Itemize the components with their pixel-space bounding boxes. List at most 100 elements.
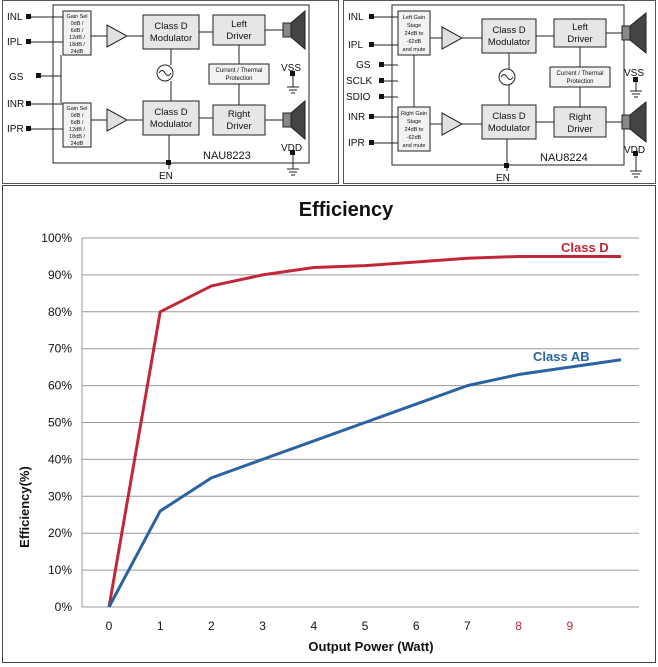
chip-name: NAU8224 — [540, 152, 588, 164]
y-tick-label: 20% — [48, 526, 72, 540]
pin-label-vss: VSS — [624, 68, 644, 79]
left-driver-label: Driver — [567, 34, 592, 45]
sine-wave-icon — [158, 70, 172, 76]
right-gain-line: Stage — [407, 119, 421, 125]
pin-label-gs: GS — [356, 60, 371, 71]
wiring — [29, 16, 294, 169]
y-tick-label: 0% — [55, 600, 73, 614]
right-driver-label: Right — [228, 109, 251, 120]
gain-top-line: 18dB / — [69, 42, 85, 48]
pin-label-sdio: SDIO — [346, 92, 371, 103]
protection-label: Protection — [566, 79, 593, 85]
protection-label: Current / Thermal — [557, 71, 604, 77]
x-tick-label: 0 — [106, 619, 113, 633]
modulator-bottom-label: Class D — [492, 111, 525, 122]
protection-label: Protection — [225, 76, 252, 82]
pin-label-ipl: IPL — [7, 37, 22, 48]
gain-bottom-line: 6dB / — [71, 120, 84, 126]
sine-wave-icon — [500, 74, 514, 80]
right-gain-line: 24dB to — [405, 127, 424, 133]
protection-label: Current / Thermal — [216, 68, 263, 74]
left-driver-label: Driver — [226, 31, 251, 42]
y-tick-label: 80% — [48, 305, 72, 319]
chip-name: NAU8223 — [203, 150, 251, 162]
left-gain-line: 24dB to — [405, 31, 424, 37]
efficiency-chart-panel: Efficiency 0% 10% 20% 30% 40% 50% 60% 70% 80% 90%… — [2, 185, 656, 663]
pin-label-inr: INR — [348, 112, 365, 123]
modulator-bottom-label: Modulator — [150, 119, 192, 130]
nau8223-diagram-svg: Gain Sel 0dB / 6dB / 12dB / 18dB / 24dB … — [7, 4, 310, 182]
series-label-class-d: Class D — [561, 240, 609, 255]
left-gain-line: Left Gain — [403, 15, 425, 21]
modulator-top-label: Modulator — [150, 33, 192, 44]
class-d-modulator-bottom-block — [481, 104, 537, 140]
y-tick-label: 40% — [48, 452, 72, 466]
gain-bottom-line: 18dB / — [69, 134, 85, 140]
pin-label-sclk: SCLK — [346, 76, 372, 87]
x-axis-label: Output Power (Watt) — [308, 639, 433, 654]
gain-bottom-line: 24dB — [71, 141, 84, 147]
gain-bottom-line: 0dB / — [71, 113, 84, 119]
right-gain-line: Right Gain — [401, 111, 427, 117]
y-tick-label: 10% — [48, 563, 72, 577]
pin-label-ipr: IPR — [7, 124, 24, 135]
pin-label-en: EN — [496, 173, 510, 183]
y-tick-label: 100% — [41, 231, 72, 245]
pin-label-vss: VSS — [281, 63, 301, 74]
wiring — [372, 16, 637, 171]
series-line-class-ab — [107, 358, 622, 608]
left-driver-label: Left — [572, 22, 588, 33]
y-tick-label: 60% — [48, 379, 72, 393]
x-tick-label: 3 — [259, 619, 266, 633]
y-tick-label: 90% — [48, 268, 72, 282]
pin-label-vdd: VDD — [624, 145, 645, 156]
chart-title: Efficiency — [299, 199, 394, 221]
speaker-top-icon — [621, 11, 647, 55]
x-tick-label: 2 — [208, 619, 215, 633]
right-driver-label: Driver — [567, 124, 592, 135]
gain-select-top-block — [62, 10, 92, 56]
efficiency-chart: Efficiency 0%10%20%30%40%50%60%70%80%90%… — [17, 199, 639, 654]
x-tick-label: 5 — [362, 619, 369, 633]
right-gain-line: and mute — [403, 143, 426, 149]
pin-label-gs: GS — [9, 72, 24, 83]
x-tick-label: 6 — [413, 619, 420, 633]
pin-label-ipl: IPL — [348, 40, 363, 51]
gain-top-line: Gain Sel — [66, 14, 87, 20]
y-axis-ticks: 0% 10% 20% 30% 40% 50% 60% 70% 80% 90% 100% — [41, 231, 72, 614]
right-driver-label: Driver — [226, 121, 251, 132]
speaker-bottom-icon — [621, 100, 647, 144]
speaker-bottom-icon — [282, 99, 306, 141]
left-driver-block — [212, 14, 266, 46]
y-axis-label: Efficiency(%) — [17, 466, 32, 548]
x-tick-label: 9 — [566, 619, 573, 633]
nau8224-diagram-svg: Left Gain Stage 24dB to -62dB and mute R… — [346, 4, 647, 184]
series-line-class-d — [107, 254, 621, 608]
y-tick-label: 70% — [48, 342, 72, 356]
y-tick-label: 30% — [48, 489, 72, 503]
series-labels: Class D Class AB — [533, 240, 609, 364]
modulator-bottom-label: Modulator — [488, 123, 530, 134]
right-gain-line: -62dB — [407, 135, 422, 141]
x-tick-label: 4 — [310, 619, 317, 633]
class-d-modulator-top-block — [142, 14, 200, 50]
gain-bottom-line: Gain Sel — [66, 106, 87, 112]
pin-label-inl: INL — [7, 12, 23, 23]
pin-label-en: EN — [159, 171, 173, 182]
gain-top-line: 12dB / — [69, 35, 85, 41]
left-gain-line: Stage — [407, 23, 421, 29]
gain-select-bottom-block — [62, 102, 92, 148]
gain-top-line: 6dB / — [71, 28, 84, 34]
pin-label-vdd: VDD — [281, 143, 302, 154]
ground-icon — [287, 86, 299, 176]
chart-series — [107, 254, 622, 608]
right-driver-label: Right — [569, 112, 592, 123]
modulator-bottom-label: Class D — [154, 107, 187, 118]
modulator-top-label: Class D — [154, 21, 187, 32]
pin-label-ipr: IPR — [348, 138, 365, 149]
nau8223-block-diagram: Gain Sel 0dB / 6dB / 12dB / 18dB / 24dB … — [2, 0, 339, 184]
gain-top-line: 24dB — [71, 49, 84, 55]
ground-icon — [630, 90, 642, 178]
left-driver-label: Left — [231, 19, 247, 30]
modulator-top-label: Class D — [492, 25, 525, 36]
